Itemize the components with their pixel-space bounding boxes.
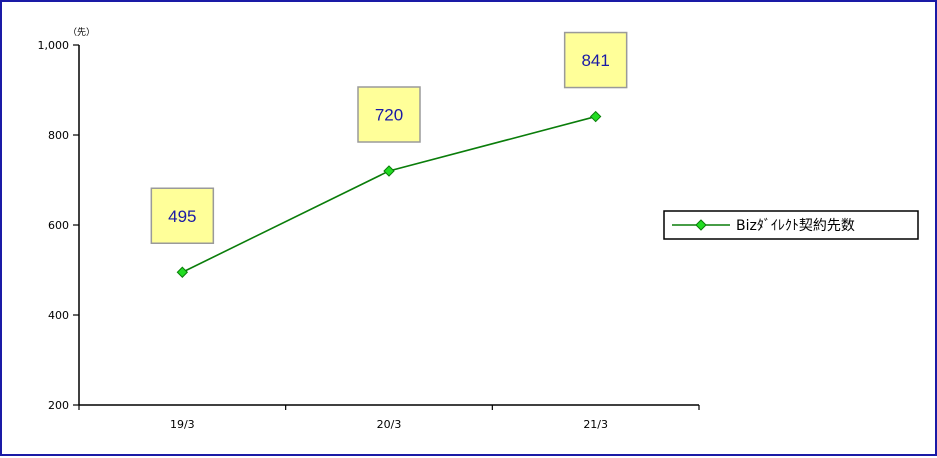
x-axis-ticks: 19/3 20/3 21/3	[78, 405, 700, 431]
data-label-box	[150, 187, 215, 244]
legend-box	[663, 210, 919, 240]
y-tick-label: 1,000	[38, 39, 70, 52]
legend-label: Bizﾀﾞｲﾚｸﾄ契約先数	[736, 218, 855, 234]
y-axis-ticks: 200 400 600 800 1,000	[38, 39, 79, 412]
y-unit-label: （先）	[68, 26, 95, 38]
data-point-marker	[383, 165, 395, 177]
y-tick-label: 400	[48, 309, 69, 322]
data-point-marker	[176, 266, 189, 278]
x-tick-label: 21/3	[583, 418, 608, 431]
y-tick-label: 200	[48, 399, 69, 412]
y-tick-label: 600	[48, 219, 69, 232]
data-label: 841	[581, 51, 609, 70]
data-label-box	[563, 31, 628, 89]
y-tick-label: 800	[48, 129, 69, 142]
legend: Bizﾀﾞｲﾚｸﾄ契約先数	[663, 210, 919, 240]
data-point-marker	[589, 110, 602, 123]
legend-marker-sample	[695, 219, 707, 231]
x-tick-label: 19/3	[170, 418, 195, 431]
series-layer	[176, 110, 602, 278]
data-label: 495	[168, 207, 196, 226]
data-label-box	[357, 86, 421, 143]
data-label: 720	[375, 106, 403, 125]
x-tick-label: 20/3	[377, 418, 402, 431]
data-labels: 495 720 841	[150, 31, 628, 244]
